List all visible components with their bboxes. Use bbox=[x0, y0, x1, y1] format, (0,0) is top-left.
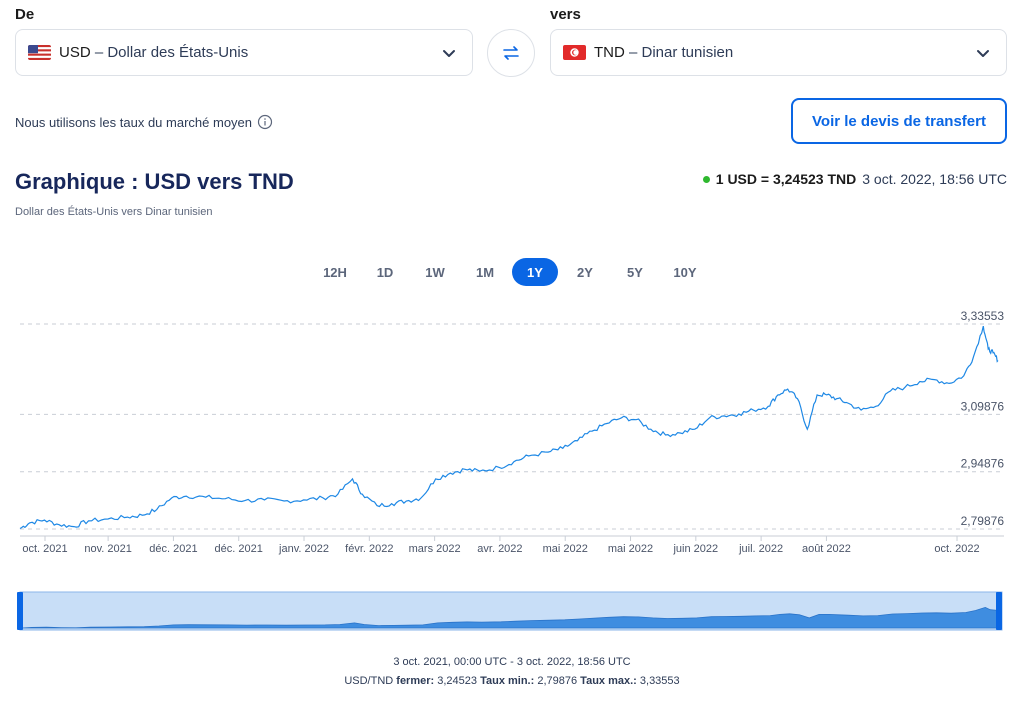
y-tick-label: 2,79876 bbox=[961, 514, 1005, 528]
x-tick-label: juin 2022 bbox=[672, 543, 718, 555]
range-navigator[interactable] bbox=[0, 588, 1024, 634]
x-tick-label: juil. 2022 bbox=[738, 543, 783, 555]
chart-subtitle: Dollar des États-Unis vers Dinar tunisie… bbox=[15, 206, 213, 218]
x-tick-label: août 2022 bbox=[802, 543, 851, 555]
range-1w[interactable]: 1W bbox=[425, 264, 445, 280]
footer-stats: USD/TND fermer: 3,24523 Taux min.: 2,798… bbox=[0, 675, 1024, 687]
range-1y[interactable]: 1Y bbox=[512, 258, 558, 286]
range-10y[interactable]: 10Y bbox=[673, 264, 697, 280]
transfer-quote-button[interactable]: Voir le devis de transfert bbox=[791, 98, 1007, 144]
x-tick-label: déc. 2021 bbox=[215, 543, 263, 555]
to-currency-select[interactable]: TND – Dinar tunisien bbox=[550, 29, 1007, 76]
footer-min-value: 2,79876 bbox=[537, 675, 578, 687]
y-tick-label: 3,33553 bbox=[961, 309, 1005, 323]
mid-market-note: Nous utilisons les taux du marché moyen bbox=[15, 114, 273, 130]
chart-title: Graphique : USD vers TND bbox=[15, 169, 294, 194]
current-rate: 1 USD = 3,24523 TND 3 oct. 2022, 18:56 U… bbox=[702, 171, 1007, 187]
footer-min-label: Taux min.: bbox=[480, 675, 535, 687]
x-tick-label: mai 2022 bbox=[543, 543, 588, 555]
from-label: De bbox=[15, 6, 35, 23]
y-tick-label: 2,94876 bbox=[961, 457, 1005, 471]
chevron-down-icon bbox=[977, 49, 989, 57]
to-name: – Dinar tunisien bbox=[624, 44, 734, 61]
tn-flag-icon bbox=[563, 45, 586, 60]
navigator-right-handle[interactable] bbox=[996, 592, 1002, 630]
rate-value: 1 USD = 3,24523 TND bbox=[715, 171, 857, 187]
swap-currencies-button[interactable] bbox=[487, 29, 535, 77]
x-tick-label: mai 2022 bbox=[608, 543, 653, 555]
footer-pair: USD/TND bbox=[344, 675, 394, 687]
us-flag-icon bbox=[28, 45, 51, 60]
rate-timestamp: 3 oct. 2022, 18:56 UTC bbox=[862, 171, 1007, 187]
mid-market-text: Nous utilisons les taux du marché moyen bbox=[15, 114, 253, 130]
from-code: USD bbox=[59, 44, 91, 61]
info-icon[interactable] bbox=[257, 114, 273, 130]
footer-max-label: Taux max.: bbox=[580, 675, 637, 687]
footer-close-value: 3,24523 bbox=[437, 675, 478, 687]
y-tick-label: 3,09876 bbox=[961, 399, 1005, 413]
x-tick-label: oct. 2021 bbox=[22, 543, 67, 555]
live-dot-icon bbox=[702, 175, 710, 183]
swap-icon bbox=[503, 46, 519, 60]
x-tick-label: nov. 2021 bbox=[84, 543, 132, 555]
navigator-area bbox=[21, 606, 1001, 629]
range-2y[interactable]: 2Y bbox=[577, 264, 593, 280]
range-12h[interactable]: 12H bbox=[323, 264, 347, 280]
footer-period: 3 oct. 2021, 00:00 UTC - 3 oct. 2022, 18… bbox=[393, 656, 631, 668]
range-5y[interactable]: 5Y bbox=[627, 264, 643, 280]
to-code: TND bbox=[594, 44, 625, 61]
range-selector: 12H 1D 1W 1M 1Y 2Y 5Y 10Y bbox=[312, 258, 712, 286]
footer-max-value: 3,33553 bbox=[639, 675, 680, 687]
x-tick-label: déc. 2021 bbox=[149, 543, 197, 555]
range-1m[interactable]: 1M bbox=[475, 264, 495, 280]
x-tick-label: avr. 2022 bbox=[477, 543, 522, 555]
from-currency-select[interactable]: USD – Dollar des États-Unis bbox=[15, 29, 473, 76]
series-line bbox=[19, 325, 999, 530]
range-1d[interactable]: 1D bbox=[376, 264, 394, 280]
from-name: – Dollar des États-Unis bbox=[90, 44, 249, 61]
x-tick-label: janv. 2022 bbox=[278, 543, 329, 555]
x-tick-label: févr. 2022 bbox=[345, 543, 393, 555]
x-tick-label: mars 2022 bbox=[409, 543, 461, 555]
rate-chart: 3,33553 3,09876 2,94876 2,79876 oct. 2021 nov… bbox=[19, 309, 1005, 555]
navigator-left-handle[interactable] bbox=[17, 592, 23, 630]
chevron-down-icon bbox=[443, 49, 455, 57]
x-tick-label: oct. 2022 bbox=[934, 543, 979, 555]
footer-close-label: fermer: bbox=[396, 675, 435, 687]
to-label: vers bbox=[550, 6, 581, 23]
